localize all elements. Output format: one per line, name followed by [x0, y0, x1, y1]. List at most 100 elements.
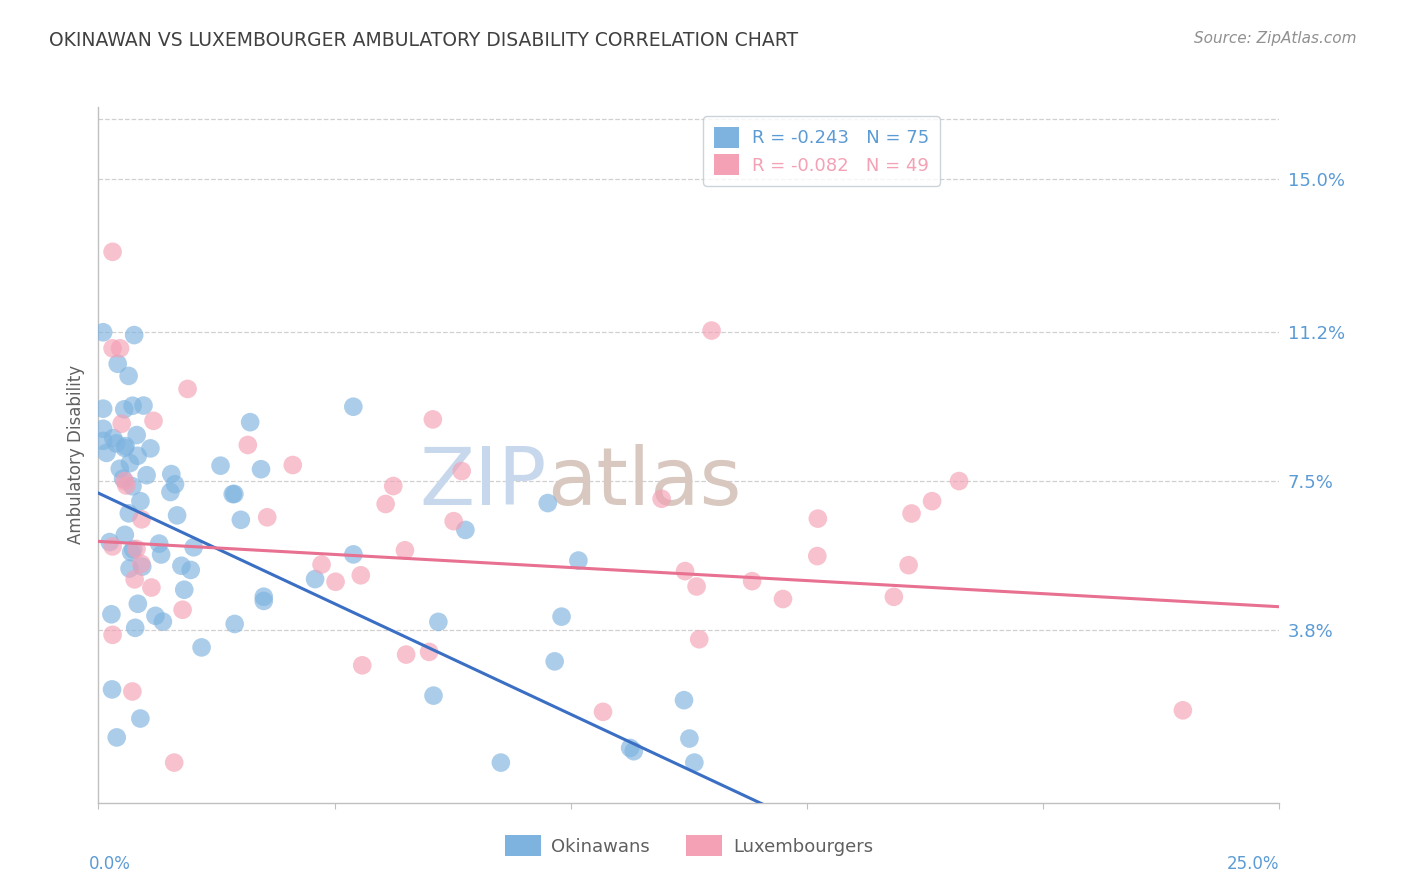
Point — [125, 541, 148, 556]
Legend: Okinawans, Luxembourgers: Okinawans, Luxembourgers — [498, 828, 880, 863]
Point — [166, 508, 188, 523]
Point — [131, 559, 153, 574]
Point — [142, 414, 165, 428]
Point — [129, 494, 152, 508]
Point — [112, 472, 135, 486]
Point — [897, 558, 920, 573]
Point — [100, 607, 122, 622]
Point — [163, 477, 186, 491]
Point — [772, 592, 794, 607]
Point — [592, 705, 614, 719]
Point — [129, 712, 152, 726]
Point — [190, 640, 212, 655]
Point — [311, 558, 333, 572]
Point — [239, 415, 262, 429]
Text: Source: ZipAtlas.com: Source: ZipAtlas.com — [1194, 31, 1357, 46]
Point — [537, 496, 560, 510]
Point — [96, 446, 118, 460]
Point — [443, 514, 465, 528]
Point — [921, 494, 943, 508]
Point — [132, 399, 155, 413]
Point — [125, 428, 148, 442]
Point — [122, 542, 145, 557]
Point — [105, 731, 128, 745]
Point — [101, 682, 124, 697]
Point — [900, 507, 922, 521]
Point — [101, 244, 124, 259]
Point — [107, 357, 129, 371]
Point — [117, 368, 139, 383]
Point — [418, 645, 440, 659]
Point — [450, 464, 472, 478]
Point — [139, 442, 162, 456]
Point — [281, 458, 304, 472]
Point — [256, 510, 278, 524]
Point — [700, 324, 723, 338]
Point — [427, 615, 450, 629]
Point — [91, 325, 114, 339]
Point — [180, 563, 202, 577]
Point — [173, 582, 195, 597]
Point — [159, 485, 181, 500]
Point — [948, 474, 970, 488]
Point — [673, 564, 696, 578]
Point — [688, 632, 710, 647]
Point — [176, 382, 198, 396]
Point — [108, 462, 131, 476]
Point — [685, 579, 707, 593]
Point — [127, 449, 149, 463]
Point — [124, 621, 146, 635]
Text: 25.0%: 25.0% — [1227, 855, 1279, 873]
Point — [672, 693, 695, 707]
Point — [224, 487, 246, 501]
Point — [224, 617, 246, 632]
Point — [183, 541, 205, 555]
Point — [122, 328, 145, 343]
Point — [395, 648, 418, 662]
Point — [651, 491, 673, 506]
Point — [111, 417, 134, 431]
Point — [422, 689, 444, 703]
Point — [250, 462, 273, 476]
Point — [807, 511, 830, 525]
Point — [145, 608, 167, 623]
Point — [91, 401, 114, 416]
Point — [98, 535, 121, 549]
Point — [101, 628, 124, 642]
Point — [454, 523, 477, 537]
Point — [350, 568, 373, 582]
Point — [114, 439, 136, 453]
Point — [114, 441, 136, 455]
Point — [108, 342, 131, 356]
Point — [623, 744, 645, 758]
Point — [127, 597, 149, 611]
Point — [374, 497, 396, 511]
Point — [678, 731, 700, 746]
Point — [150, 548, 173, 562]
Point — [567, 553, 589, 567]
Point — [160, 467, 183, 482]
Point — [172, 603, 194, 617]
Point — [148, 536, 170, 550]
Point — [342, 400, 364, 414]
Point — [121, 684, 143, 698]
Point — [135, 468, 157, 483]
Point — [253, 594, 276, 608]
Point — [382, 479, 405, 493]
Point — [550, 609, 572, 624]
Point — [1171, 703, 1194, 717]
Point — [422, 412, 444, 426]
Point — [118, 506, 141, 520]
Point — [325, 574, 347, 589]
Point — [121, 479, 143, 493]
Point — [141, 581, 163, 595]
Point — [209, 458, 232, 473]
Point — [129, 557, 152, 571]
Point — [222, 487, 245, 501]
Point — [114, 474, 136, 488]
Point — [91, 434, 114, 448]
Point — [115, 478, 138, 492]
Point — [304, 572, 326, 586]
Point — [619, 741, 641, 756]
Point — [394, 543, 416, 558]
